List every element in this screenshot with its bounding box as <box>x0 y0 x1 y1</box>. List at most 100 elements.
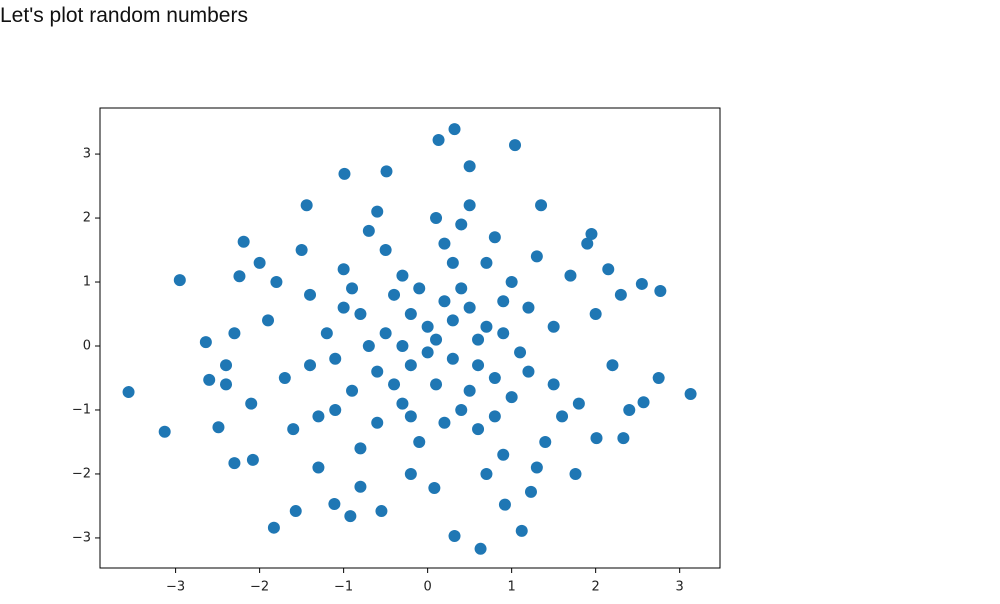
scatter-point <box>320 327 333 340</box>
scatter-point <box>498 498 511 511</box>
scatter-point <box>472 333 485 346</box>
plot-frame <box>99 107 721 569</box>
scatter-point <box>220 359 233 372</box>
scatter-point <box>362 339 375 352</box>
scatter-point <box>246 453 259 466</box>
scatter-point <box>564 269 577 282</box>
scatter-point <box>329 403 342 416</box>
scatter-point <box>455 403 468 416</box>
scatter-point <box>396 269 409 282</box>
scatter-point <box>524 485 537 498</box>
scatter-point <box>328 498 341 511</box>
scatter-point <box>455 218 468 231</box>
scatter-point <box>278 371 291 384</box>
scatter-point <box>505 391 518 404</box>
scatter-point <box>530 461 543 474</box>
scatter-point <box>488 231 501 244</box>
scatter-point <box>472 359 485 372</box>
scatter-point <box>446 352 459 365</box>
scatter-point <box>539 435 552 448</box>
scatter-point <box>404 410 417 423</box>
scatter-point <box>463 384 476 397</box>
scatter-point <box>173 274 186 287</box>
scatter-point <box>199 336 212 349</box>
scatter-point <box>428 482 441 495</box>
scatter-point <box>556 410 569 423</box>
scatter-point <box>515 524 528 537</box>
scatter-point <box>212 421 225 434</box>
scatter-point <box>684 387 697 400</box>
scatter-point <box>388 288 401 301</box>
y-tick-label: 0 <box>83 338 91 353</box>
scatter-point <box>590 432 603 445</box>
x-tick-label: −1 <box>334 580 353 595</box>
scatter-point <box>421 320 434 333</box>
scatter-point <box>362 224 375 237</box>
scatter-point <box>267 521 280 534</box>
scatter-point <box>245 397 258 410</box>
scatter-point <box>446 256 459 269</box>
scatter-point <box>569 467 582 480</box>
scatter-point <box>413 282 426 295</box>
scatter-point <box>375 505 388 518</box>
x-tick-label: 2 <box>592 580 600 595</box>
scatter-point <box>312 461 325 474</box>
scatter-point <box>547 378 560 391</box>
scatter-point <box>203 373 216 386</box>
scatter-point <box>637 396 650 409</box>
scatter-point <box>480 467 493 480</box>
scatter-point <box>354 308 367 321</box>
scatter-point <box>480 320 493 333</box>
scatter-point <box>421 346 434 359</box>
scatter-point <box>237 235 250 248</box>
scatter-point <box>488 371 501 384</box>
scatter-point <box>388 378 401 391</box>
scatter-point <box>474 542 487 555</box>
scatter-point <box>304 359 317 372</box>
scatter-point <box>404 359 417 372</box>
x-tick-label: −2 <box>250 580 269 595</box>
scatter-point <box>270 276 283 289</box>
scatter-point <box>488 410 501 423</box>
scatter-point <box>522 365 535 378</box>
scatter-point <box>602 263 615 276</box>
scatter-point <box>379 244 392 257</box>
scatter-point <box>287 423 300 436</box>
scatter-point <box>262 314 275 327</box>
x-tick-label: 0 <box>424 580 432 595</box>
scatter-point <box>654 284 667 297</box>
scatter-point <box>354 480 367 493</box>
scatter-point <box>438 295 451 308</box>
scatter-point <box>448 123 461 136</box>
y-tick-label: 2 <box>83 211 91 226</box>
scatter-point <box>448 530 461 543</box>
scatter-point <box>606 359 619 372</box>
scatter-point <box>289 505 302 518</box>
scatter-point <box>371 205 384 218</box>
scatter-point <box>396 397 409 410</box>
scatter-point <box>158 425 171 438</box>
scatter-point <box>253 256 266 269</box>
scatter-point <box>346 282 359 295</box>
scatter-point <box>344 510 357 523</box>
scatter-point <box>572 397 585 410</box>
scatter-point <box>614 288 627 301</box>
y-tick-label: −2 <box>72 466 91 481</box>
scatter-point <box>463 301 476 314</box>
x-tick-label: −3 <box>166 580 185 595</box>
scatter-point <box>522 301 535 314</box>
scatter-point <box>497 295 510 308</box>
scatter-point <box>346 384 359 397</box>
scatter-point <box>233 270 246 283</box>
scatter-point <box>413 435 426 448</box>
scatter-point <box>371 365 384 378</box>
scatter-point <box>396 339 409 352</box>
scatter-point <box>480 256 493 269</box>
scatter-point <box>430 378 443 391</box>
scatter-point <box>652 371 665 384</box>
scatter-point <box>589 308 602 321</box>
scatter-point <box>581 237 594 250</box>
scatter-point <box>371 416 384 429</box>
scatter-point <box>463 199 476 212</box>
scatter-point <box>228 457 241 470</box>
